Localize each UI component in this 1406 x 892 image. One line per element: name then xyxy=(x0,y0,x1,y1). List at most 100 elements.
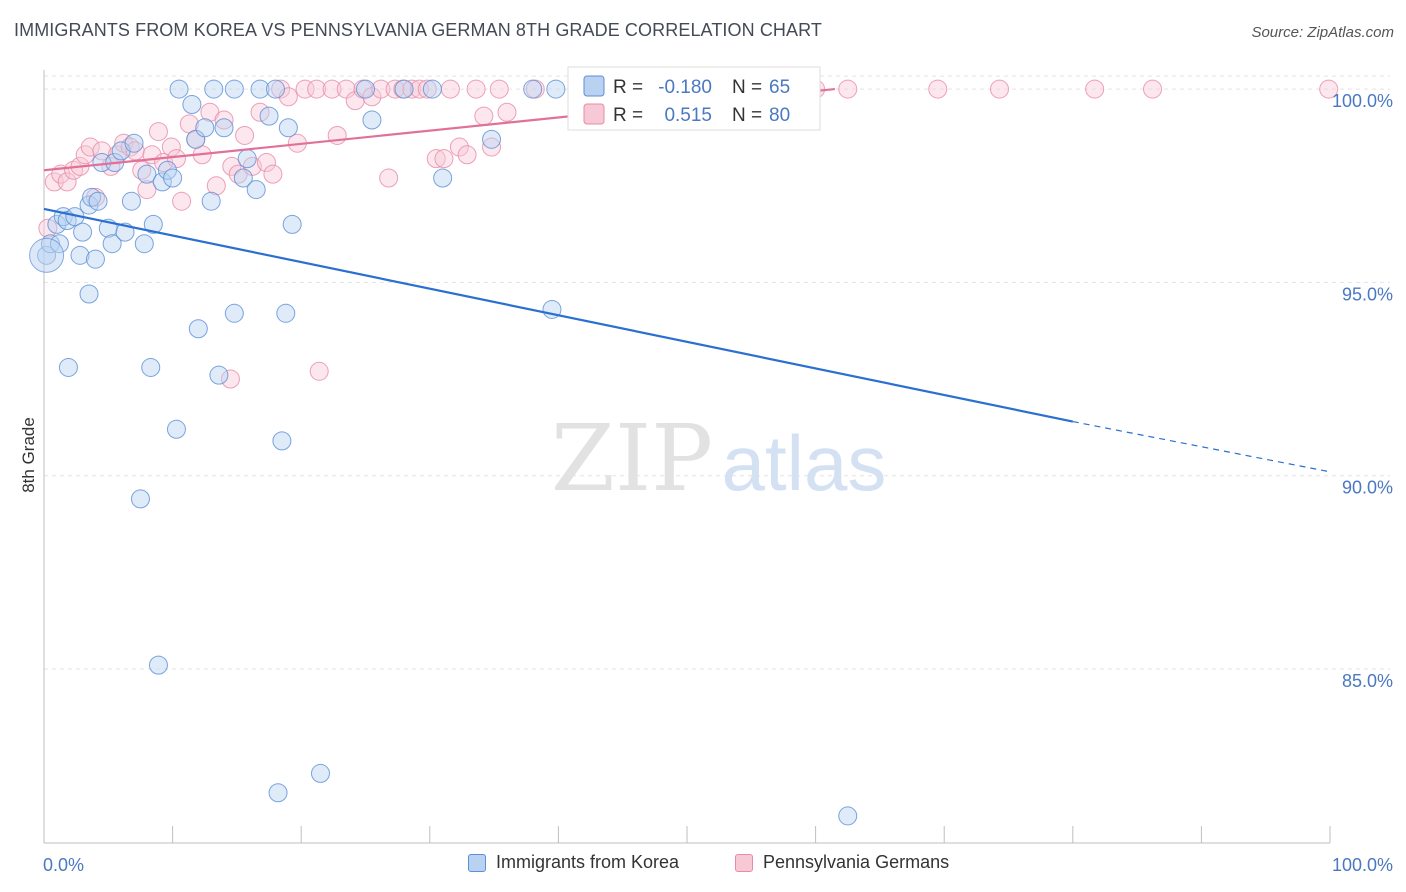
data-point xyxy=(546,79,566,99)
data-point xyxy=(233,168,253,188)
data-point xyxy=(220,369,240,389)
chart-title: IMMIGRANTS FROM KOREA VS PENNSYLVANIA GE… xyxy=(14,20,822,40)
y-tick-label: 90.0% xyxy=(1342,478,1393,498)
data-point xyxy=(268,783,288,803)
legend-box: R = -0.180 N = 65 R = 0.515 N = 80 xyxy=(567,66,821,131)
legend-item-korea[interactable]: Immigrants from Korea xyxy=(468,852,679,873)
legend-r-label: R = xyxy=(613,77,643,98)
data-point xyxy=(204,79,224,99)
data-point xyxy=(371,79,391,99)
legend-swatch-pink xyxy=(735,853,753,872)
data-point xyxy=(497,102,517,122)
data-point xyxy=(250,79,270,99)
data-point xyxy=(838,79,858,99)
legend-item-pennsylvania[interactable]: Pennsylvania Germans xyxy=(735,852,949,873)
data-point xyxy=(195,118,215,138)
data-point xyxy=(161,137,181,157)
data-point xyxy=(237,149,257,169)
legend-n-value: 80 xyxy=(769,105,790,126)
data-point xyxy=(1085,79,1105,99)
data-point-large xyxy=(29,237,65,273)
data-point xyxy=(259,106,279,126)
watermark-zip: ZIP xyxy=(551,405,713,512)
data-point xyxy=(214,118,234,138)
trend-line-korea-extension xyxy=(1072,420,1331,473)
trend-line-korea xyxy=(43,207,1074,423)
data-point xyxy=(356,79,375,99)
data-point xyxy=(362,110,382,130)
data-point xyxy=(235,125,255,145)
data-point xyxy=(224,79,244,99)
legend-n-label: N = xyxy=(732,77,762,98)
y-axis-label: 8th Grade xyxy=(19,417,38,493)
legend-label-korea: Immigrants from Korea xyxy=(496,852,680,872)
source-label: Source: ZipAtlas.com xyxy=(1251,24,1394,41)
data-point xyxy=(172,191,192,211)
data-point xyxy=(276,303,296,323)
legend-swatch-blue xyxy=(468,853,486,872)
data-point xyxy=(124,133,144,153)
data-point xyxy=(1143,79,1163,99)
data-point xyxy=(152,172,172,192)
data-point xyxy=(250,102,270,122)
legend-box-swatch xyxy=(583,103,605,125)
data-point xyxy=(206,176,226,196)
y-tick-label: 95.0% xyxy=(1342,284,1393,304)
data-point xyxy=(482,129,502,149)
legend-r-value: 0.515 xyxy=(664,105,712,126)
bottom-legend: Immigrants from Korea Pennsylvania Germa… xyxy=(0,852,1406,878)
data-point xyxy=(256,153,276,173)
data-point xyxy=(449,137,469,157)
legend-label-pennsylvania: Pennsylvania Germans xyxy=(763,852,950,872)
legend-box-frame xyxy=(567,66,821,131)
data-point xyxy=(222,156,242,176)
data-point xyxy=(143,214,163,234)
data-point xyxy=(422,79,442,99)
data-point xyxy=(141,357,161,377)
data-point xyxy=(402,79,422,99)
data-point xyxy=(440,79,460,99)
data-point xyxy=(214,110,234,130)
y-tick-label: 85.0% xyxy=(1342,671,1393,691)
data-point xyxy=(246,180,266,200)
data-point xyxy=(417,79,437,99)
data-point xyxy=(426,149,446,169)
data-point xyxy=(263,164,283,184)
legend-n-value: 65 xyxy=(769,77,790,98)
data-point xyxy=(137,164,157,184)
data-point xyxy=(282,214,302,234)
data-point xyxy=(163,168,183,188)
data-point xyxy=(169,79,189,99)
tick-labels: 100.0% 95.0% 90.0% 85.0% 0.0% 100.0% xyxy=(43,91,1393,875)
data-point xyxy=(182,95,202,115)
data-point xyxy=(295,79,315,99)
data-point xyxy=(928,79,948,99)
data-point xyxy=(58,357,78,377)
data-point xyxy=(85,249,105,269)
data-point xyxy=(309,361,329,381)
data-point xyxy=(322,79,342,99)
data-point xyxy=(489,79,509,99)
data-point xyxy=(1319,79,1339,99)
x-tick-label-left: 0.0% xyxy=(43,855,84,875)
data-point xyxy=(130,489,150,509)
legend-box-swatch xyxy=(583,75,605,97)
data-point xyxy=(265,79,285,99)
series-immigrants-korea xyxy=(29,79,858,826)
data-point xyxy=(188,319,208,339)
data-point xyxy=(79,284,99,304)
data-point xyxy=(120,137,140,157)
data-point xyxy=(88,191,108,211)
data-point xyxy=(271,79,291,99)
data-point xyxy=(394,79,414,99)
data-point xyxy=(272,431,292,451)
data-point xyxy=(307,79,327,99)
data-point xyxy=(38,218,58,238)
data-point xyxy=(57,172,77,192)
data-point xyxy=(457,145,477,165)
data-point xyxy=(379,168,399,188)
data-point xyxy=(278,118,298,138)
data-point xyxy=(92,141,112,161)
data-point xyxy=(310,763,330,783)
